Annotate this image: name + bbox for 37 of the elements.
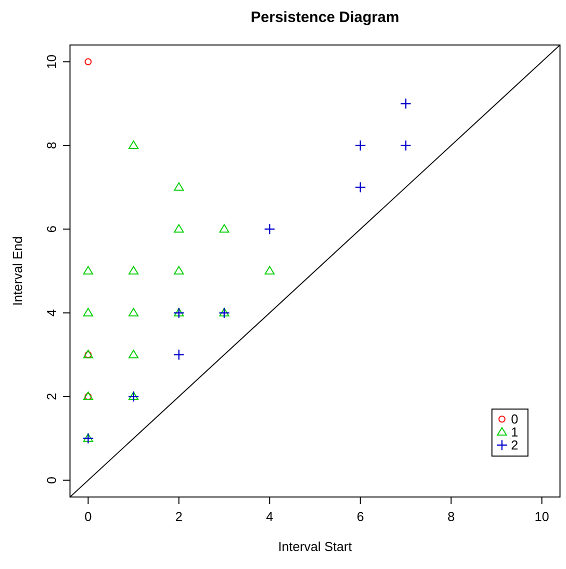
x-tick-label: 6: [356, 509, 364, 524]
point: [354, 140, 366, 152]
point: [83, 308, 94, 316]
y-tick-label: 8: [44, 142, 59, 150]
point: [83, 266, 94, 274]
legend-label: 0: [510, 412, 518, 427]
point: [219, 224, 230, 233]
point: [264, 224, 276, 235]
y-tick-label: 4: [44, 309, 59, 316]
point: [174, 266, 184, 274]
y-axis-title: Interval End: [10, 236, 25, 306]
x-tick-label: 8: [447, 509, 455, 524]
legend-label: 1: [510, 424, 518, 440]
point: [82, 432, 94, 444]
x-tick-label: 2: [175, 509, 183, 524]
y-tick-label: 10: [44, 54, 59, 69]
point: [128, 308, 139, 316]
point: [128, 266, 139, 274]
point: [174, 224, 184, 233]
chart-title: Persistence Diagram: [250, 9, 400, 26]
y-tick-label: 0: [44, 476, 59, 484]
point: [354, 182, 366, 193]
legend-label: 2: [510, 438, 518, 453]
y-tick-label: 2: [44, 392, 59, 400]
x-tick-label: 4: [266, 509, 274, 524]
point: [174, 182, 184, 191]
point: [400, 140, 412, 152]
point: [173, 349, 184, 360]
x-axis-title: Interval Start: [278, 539, 352, 554]
x-tick-label: 0: [84, 509, 92, 524]
x-tick-label: 10: [534, 509, 550, 524]
point: [84, 58, 92, 66]
point: [128, 350, 139, 358]
point: [400, 98, 412, 110]
point: [264, 266, 275, 274]
y-tick-label: 6: [44, 226, 59, 233]
point: [128, 140, 139, 149]
